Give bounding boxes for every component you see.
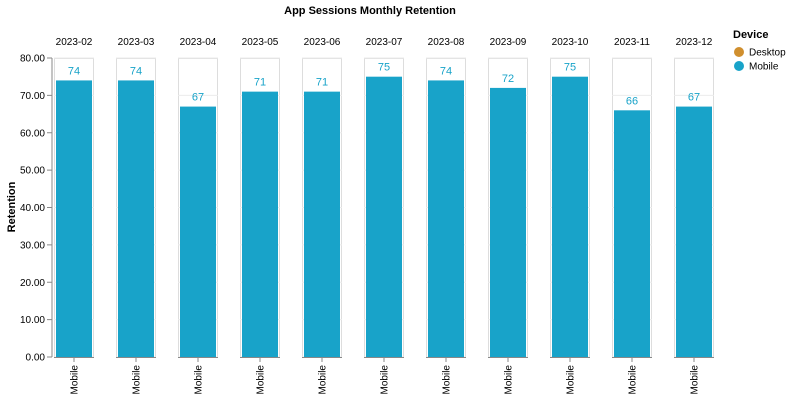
y-tick-label: 80.00 [20, 54, 45, 65]
bar [676, 106, 712, 358]
facet-label: 2023-05 [242, 37, 279, 48]
facet-panel: 2023-10 75 Mobile [550, 37, 590, 394]
facet-label: 2023-04 [180, 37, 217, 48]
bar-value-label: 67 [688, 92, 700, 104]
category-label: Mobile [132, 365, 143, 395]
facet-label: 2023-07 [366, 37, 403, 48]
facet-panel: 2023-12 67 Mobile [674, 37, 714, 394]
bar-value-label: 74 [130, 65, 142, 77]
category-label: Mobile [318, 365, 329, 395]
y-tick-label: 40.00 [20, 203, 45, 214]
category-label: Mobile [628, 365, 639, 395]
facet-label: 2023-08 [428, 37, 465, 48]
y-axis: 0.00 10.00 20.00 30.00 40.00 50.00 60.00 70.00 8… [20, 54, 53, 364]
facet-label: 2023-12 [676, 37, 713, 48]
y-tick-label: 70.00 [20, 91, 45, 102]
facet-label: 2023-10 [552, 37, 589, 48]
y-tick-label: 0.00 [26, 353, 46, 364]
facet-panel: 2023-04 67 Mobile [178, 37, 218, 394]
bar [490, 87, 526, 358]
legend-item: Desktop [734, 47, 786, 59]
category-label: Mobile [256, 365, 267, 395]
y-axis-label: Retention [6, 181, 18, 232]
facet-label: 2023-03 [118, 37, 155, 48]
facet-label: 2023-11 [614, 37, 650, 48]
category-label: Mobile [690, 365, 701, 395]
bar-value-label: 72 [502, 73, 514, 85]
bar [304, 91, 340, 357]
chart-title: App Sessions Monthly Retention [284, 5, 456, 17]
category-label: Mobile [504, 365, 515, 395]
legend-swatch [734, 61, 744, 71]
bar [366, 76, 402, 357]
facet-label: 2023-02 [56, 37, 93, 48]
bar-value-label: 71 [254, 77, 266, 89]
facet-panel: 2023-06 71 Mobile [302, 37, 342, 394]
y-tick-label: 20.00 [20, 278, 45, 289]
bar-value-label: 74 [440, 65, 452, 77]
legend-label: Mobile [749, 62, 779, 73]
bar-value-label: 71 [316, 77, 328, 89]
category-label: Mobile [442, 365, 453, 395]
y-tick-label: 50.00 [20, 166, 45, 177]
bar-value-label: 75 [564, 62, 576, 74]
bar [56, 80, 92, 358]
facet-label: 2023-09 [490, 37, 527, 48]
category-label: Mobile [70, 365, 81, 395]
legend-label: Desktop [749, 48, 786, 59]
bar [428, 80, 464, 358]
facet-panel: 2023-11 66 Mobile [612, 37, 652, 394]
legend: Device Desktop Mobile [733, 29, 786, 73]
category-label: Mobile [380, 365, 391, 395]
facet-panel: 2023-09 72 Mobile [488, 37, 528, 394]
y-tick-label: 10.00 [20, 315, 45, 326]
bar [118, 80, 154, 358]
bar-value-label: 75 [378, 62, 390, 74]
bar-value-label: 66 [626, 95, 638, 107]
facet-label: 2023-06 [304, 37, 341, 48]
bar-value-label: 67 [192, 92, 204, 104]
legend-title: Device [733, 29, 768, 41]
facet-panels: 2023-02 74 Mobile 2023-03 74 Mobile 2023-04 67 M… [54, 37, 714, 394]
bar [614, 110, 650, 357]
bar [552, 76, 588, 357]
y-tick-label: 30.00 [20, 240, 45, 251]
bar [242, 91, 278, 357]
legend-swatch [734, 47, 744, 57]
facet-panel: 2023-07 75 Mobile [364, 37, 404, 394]
facet-panel: 2023-08 74 Mobile [426, 37, 466, 394]
category-label: Mobile [566, 365, 577, 395]
legend-item: Mobile [734, 61, 779, 73]
bar-value-label: 74 [68, 65, 80, 77]
facet-panel: 2023-05 71 Mobile [240, 37, 280, 394]
y-tick-label: 60.00 [20, 128, 45, 139]
facet-panel: 2023-02 74 Mobile [54, 37, 94, 394]
category-label: Mobile [194, 365, 205, 395]
facet-panel: 2023-03 74 Mobile [116, 37, 156, 394]
bar [180, 106, 216, 358]
